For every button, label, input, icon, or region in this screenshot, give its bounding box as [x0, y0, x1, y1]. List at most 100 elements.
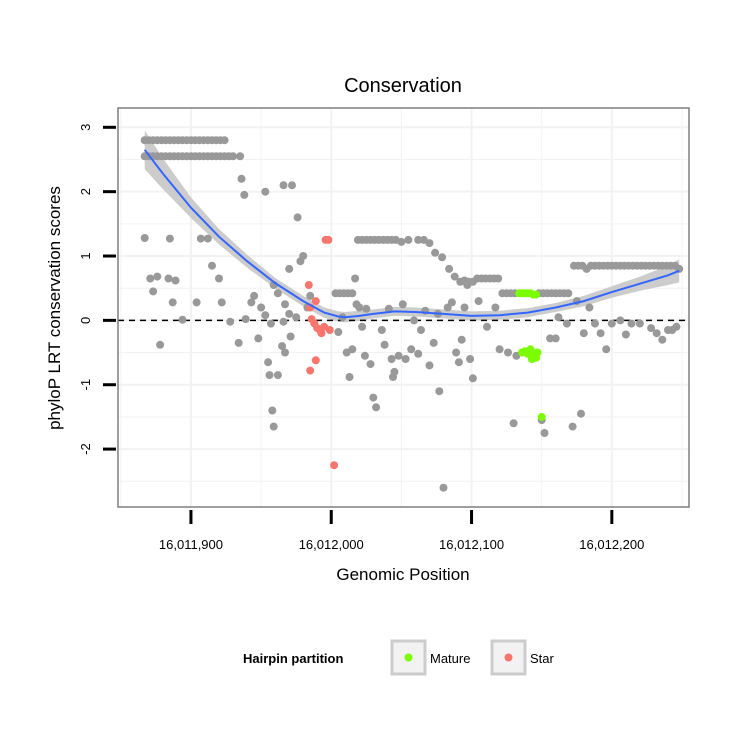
point-other — [635, 319, 644, 328]
legend-label-mature: Mature — [430, 651, 470, 666]
point-other — [425, 361, 434, 370]
point-other — [257, 303, 266, 312]
point-other — [435, 387, 444, 396]
point-other — [285, 309, 294, 318]
point-other — [504, 348, 512, 357]
point-star — [330, 461, 339, 470]
point-other — [348, 289, 357, 298]
point-other — [568, 422, 577, 431]
point-other — [265, 371, 274, 380]
chart-title: Conservation — [344, 75, 462, 97]
point-other — [658, 335, 667, 344]
point-other — [627, 319, 636, 328]
point-other — [306, 291, 315, 300]
data-points — [140, 136, 684, 492]
point-other — [585, 303, 594, 312]
point-other — [397, 237, 406, 246]
grid-lines — [118, 108, 689, 507]
x-axis-title: Genomic Position — [336, 565, 469, 584]
point-other — [401, 355, 410, 363]
point-other — [387, 355, 396, 363]
point-other — [215, 274, 223, 283]
point-other — [261, 187, 270, 196]
point-other — [226, 317, 235, 326]
point-other — [607, 319, 616, 328]
point-other — [286, 332, 295, 341]
point-other — [278, 342, 287, 351]
point-other — [196, 234, 205, 243]
point-other — [366, 360, 375, 369]
point-other — [237, 174, 246, 183]
point-star — [304, 281, 313, 289]
y-tick-label: -2 — [78, 443, 93, 455]
point-other — [254, 334, 263, 343]
point-other — [404, 235, 413, 244]
point-other — [345, 373, 354, 381]
legend-swatch-star — [504, 653, 513, 662]
point-other — [652, 329, 661, 338]
legend-swatch-mature — [404, 653, 413, 662]
y-tick-label: 3 — [78, 124, 93, 131]
point-other — [293, 213, 302, 222]
point-other — [509, 419, 518, 428]
point-other — [554, 313, 563, 322]
point-other — [149, 287, 158, 296]
point-other — [425, 239, 434, 248]
point-other — [266, 319, 275, 328]
point-other — [616, 316, 625, 325]
point-other — [672, 322, 681, 331]
point-other — [355, 303, 364, 312]
point-other — [285, 264, 294, 273]
point-other — [140, 234, 149, 242]
point-other — [171, 276, 180, 285]
point-other — [236, 152, 245, 161]
smooth-fit — [143, 149, 680, 319]
point-other — [192, 298, 201, 307]
point-other — [468, 374, 477, 383]
point-other — [390, 367, 399, 376]
point-other — [495, 345, 504, 354]
point-other — [457, 335, 466, 344]
point-other — [474, 297, 483, 306]
point-star — [311, 297, 320, 306]
point-other — [596, 329, 605, 338]
point-other — [394, 351, 403, 360]
point-other — [414, 235, 423, 244]
point-other — [450, 272, 459, 281]
point-mature — [532, 290, 541, 299]
point-star — [311, 356, 320, 365]
point-other — [299, 252, 308, 260]
point-other — [483, 322, 491, 331]
legend-label-star: Star — [530, 651, 555, 666]
legend-title: Hairpin partition — [243, 651, 343, 666]
point-other — [279, 317, 288, 326]
point-other — [164, 274, 173, 283]
point-other — [360, 351, 369, 360]
point-other — [647, 324, 656, 333]
point-other — [564, 289, 573, 298]
point-other — [348, 345, 357, 354]
point-star — [325, 326, 334, 334]
point-other — [466, 355, 475, 363]
y-tick-label: 0 — [78, 317, 93, 324]
point-other — [398, 300, 407, 309]
point-other — [579, 329, 588, 338]
point-other — [165, 234, 174, 243]
point-other — [546, 334, 555, 343]
point-other — [234, 338, 243, 347]
plot-area — [117, 107, 690, 508]
point-other — [146, 274, 155, 283]
point-other — [621, 330, 630, 339]
point-other — [153, 272, 162, 281]
point-other — [217, 298, 226, 307]
point-other — [203, 234, 212, 243]
point-star — [317, 329, 326, 338]
y-tick-label: -1 — [78, 379, 93, 391]
point-other — [268, 406, 277, 415]
point-star — [324, 235, 333, 244]
point-other — [362, 304, 371, 313]
point-other — [377, 326, 386, 334]
point-other — [168, 298, 177, 307]
point-other — [250, 291, 259, 300]
point-other — [494, 274, 503, 283]
